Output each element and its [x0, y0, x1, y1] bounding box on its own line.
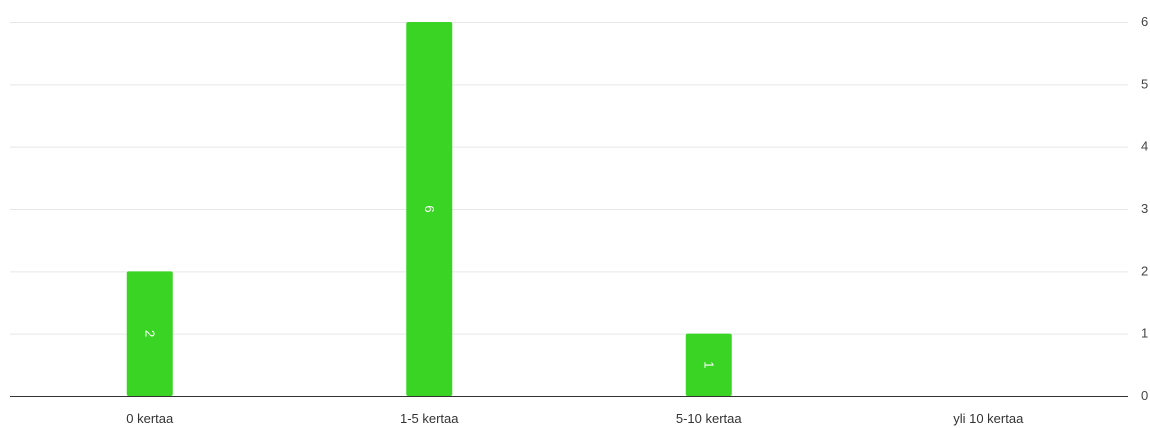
x-tick-label: 5-10 kertaa	[676, 411, 743, 426]
grid-lines	[10, 22, 1128, 335]
x-tick-label: 1-5 kertaa	[400, 411, 459, 426]
y-tick-label: 3	[1141, 201, 1148, 216]
y-tick-label: 2	[1141, 263, 1148, 278]
y-tick-label: 4	[1141, 139, 1148, 154]
x-tick-label: 0 kertaa	[126, 411, 174, 426]
bar	[406, 22, 453, 396]
y-tick-label: 6	[1141, 14, 1148, 29]
y-tick-label: 5	[1141, 76, 1148, 91]
y-tick-labels: 0 1 2 3 4 5 6	[1141, 14, 1148, 403]
data-labels: 2 6 1	[142, 205, 716, 368]
data-label: 2	[142, 330, 157, 337]
x-tick-label: yli 10 kertaa	[953, 411, 1024, 426]
data-label: 6	[422, 205, 437, 212]
y-tick-label: 0	[1141, 388, 1148, 403]
bars	[126, 22, 732, 396]
bar	[685, 333, 732, 396]
y-tick-label: 1	[1141, 326, 1148, 341]
data-label: 1	[701, 361, 716, 368]
x-tick-labels: 0 kertaa 1-5 kertaa 5-10 kertaa yli 10 kert…	[126, 411, 1024, 426]
bar	[126, 271, 173, 396]
